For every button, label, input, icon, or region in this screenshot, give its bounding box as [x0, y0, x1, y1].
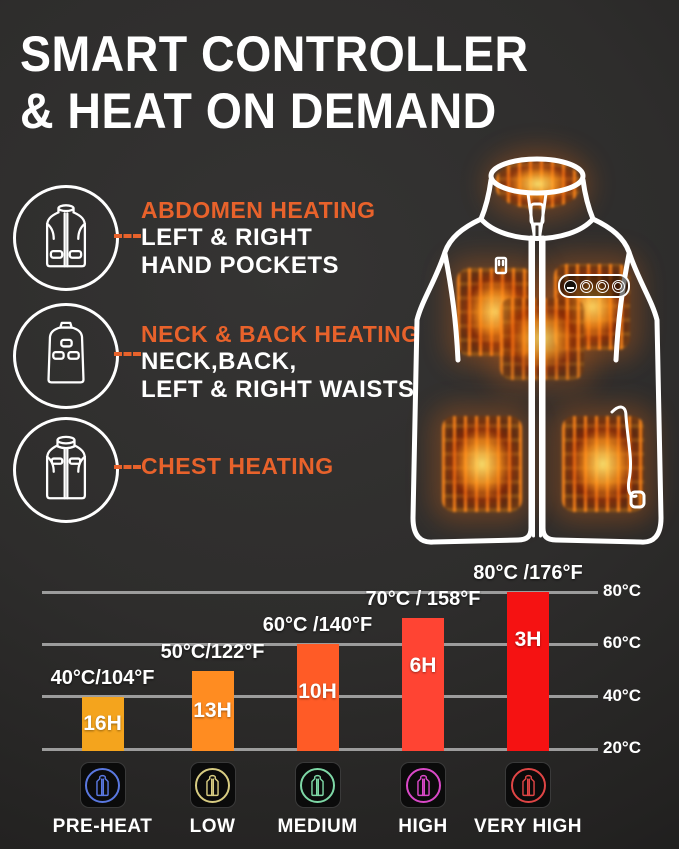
chart-bar-VERY HIGH — [507, 592, 549, 751]
feature-text-neck-back-2: LEFT & RIGHT WAISTS — [141, 376, 415, 403]
heat-level-icon-low — [189, 762, 236, 808]
vest-ring-icon — [510, 767, 546, 803]
heat-level-icon-high — [400, 762, 446, 808]
chart-bar-PRE-HEAT — [81, 696, 124, 751]
bar-temperature-label: 50°C/122°F — [160, 640, 265, 663]
vest-front-hand-pockets-icon — [37, 202, 95, 275]
heated-vest-illustration — [400, 148, 672, 560]
controller-zone-button-2 — [595, 279, 609, 293]
bar-temperature-label: 40°C/104°F — [50, 666, 155, 689]
bar-duration-label: 16H — [83, 711, 122, 735]
vest-controller-buttons — [558, 274, 630, 298]
heat-pad-left-pocket — [442, 416, 522, 512]
chart-bar-MEDIUM — [296, 644, 339, 751]
bar-duration-label: 6H — [409, 654, 437, 678]
vest-ring-icon — [300, 767, 335, 803]
bar-temperature-label: 80°C /176°F — [473, 562, 583, 584]
feature-circle-abdomen — [13, 185, 119, 291]
callout-connector-neck-back — [114, 352, 141, 356]
heat-level-icon-very high — [505, 762, 551, 808]
y-axis-tick-label: 20°C — [603, 738, 641, 757]
heat-level-label-high: HIGH — [398, 816, 448, 837]
heat-level-label-pre-heat: PRE-HEAT — [52, 816, 153, 837]
controller-logo-button — [563, 279, 577, 293]
feature-text-abdomen-1: LEFT & RIGHT — [141, 224, 313, 251]
feature-circle-neck-back — [13, 303, 119, 409]
y-axis-tick-label: 40°C — [603, 685, 641, 705]
chart-bar-HIGH — [402, 618, 444, 751]
chart-bar-LOW — [191, 670, 234, 751]
feature-text-abdomen-2: HAND POCKETS — [141, 252, 340, 279]
callout-connector-chest — [114, 465, 141, 469]
feature-text-neck-back-1: NECK,BACK, — [141, 348, 297, 375]
callout-connector-abdomen — [114, 234, 141, 238]
callout-neck-back: NECK & BACK HEATING NECK,BACK, LEFT & RI… — [141, 321, 420, 404]
callout-chest: CHEST HEATING — [141, 453, 334, 480]
controller-zone-button-1 — [579, 279, 593, 293]
vest-ring-icon — [195, 767, 230, 803]
heat-level-label-medium: MEDIUM — [277, 816, 358, 837]
vest-ring-icon — [85, 767, 120, 803]
vest-back-icon — [37, 320, 95, 393]
vest-front-chest-icon — [37, 434, 95, 507]
chart-gridline-80°C — [42, 590, 598, 594]
feature-circle-chest — [13, 417, 119, 523]
page-title-line2: & HEAT ON DEMAND — [20, 83, 497, 139]
bar-duration-label: 3H — [514, 628, 542, 651]
y-axis-tick-label: 80°C — [603, 581, 641, 600]
bar-temperature-label: 70°C / 158°F — [365, 588, 481, 611]
feature-heading-abdomen: ABDOMEN HEATING — [141, 197, 376, 223]
feature-heading-neck-back: NECK & BACK HEATING — [141, 321, 420, 347]
heat-level-label-very high: VERY HIGH — [474, 816, 582, 837]
feature-heading-chest: CHEST HEATING — [141, 453, 334, 479]
usb-connector-icon — [494, 256, 508, 275]
heat-level-icon-pre-heat — [79, 762, 126, 808]
heat-level-icon-medium — [294, 762, 341, 808]
power-cable-icon — [610, 405, 646, 509]
vest-outline — [410, 156, 664, 545]
page-title-line1: SMART CONTROLLER — [20, 26, 529, 82]
heat-level-label-low: LOW — [189, 816, 236, 837]
vest-ring-icon — [405, 767, 441, 803]
y-axis-tick-label: 60°C — [603, 633, 641, 653]
callout-abdomen: ABDOMEN HEATING LEFT & RIGHT HAND POCKET… — [141, 197, 376, 280]
page-title: SMART CONTROLLER & HEAT ON DEMAND — [20, 26, 567, 140]
controller-zone-button-3 — [611, 279, 625, 293]
bar-duration-label: 10H — [298, 680, 337, 704]
bar-temperature-label: 60°C /140°F — [262, 614, 373, 637]
bar-duration-label: 13H — [193, 698, 232, 722]
heat-pad-collar — [496, 159, 580, 209]
